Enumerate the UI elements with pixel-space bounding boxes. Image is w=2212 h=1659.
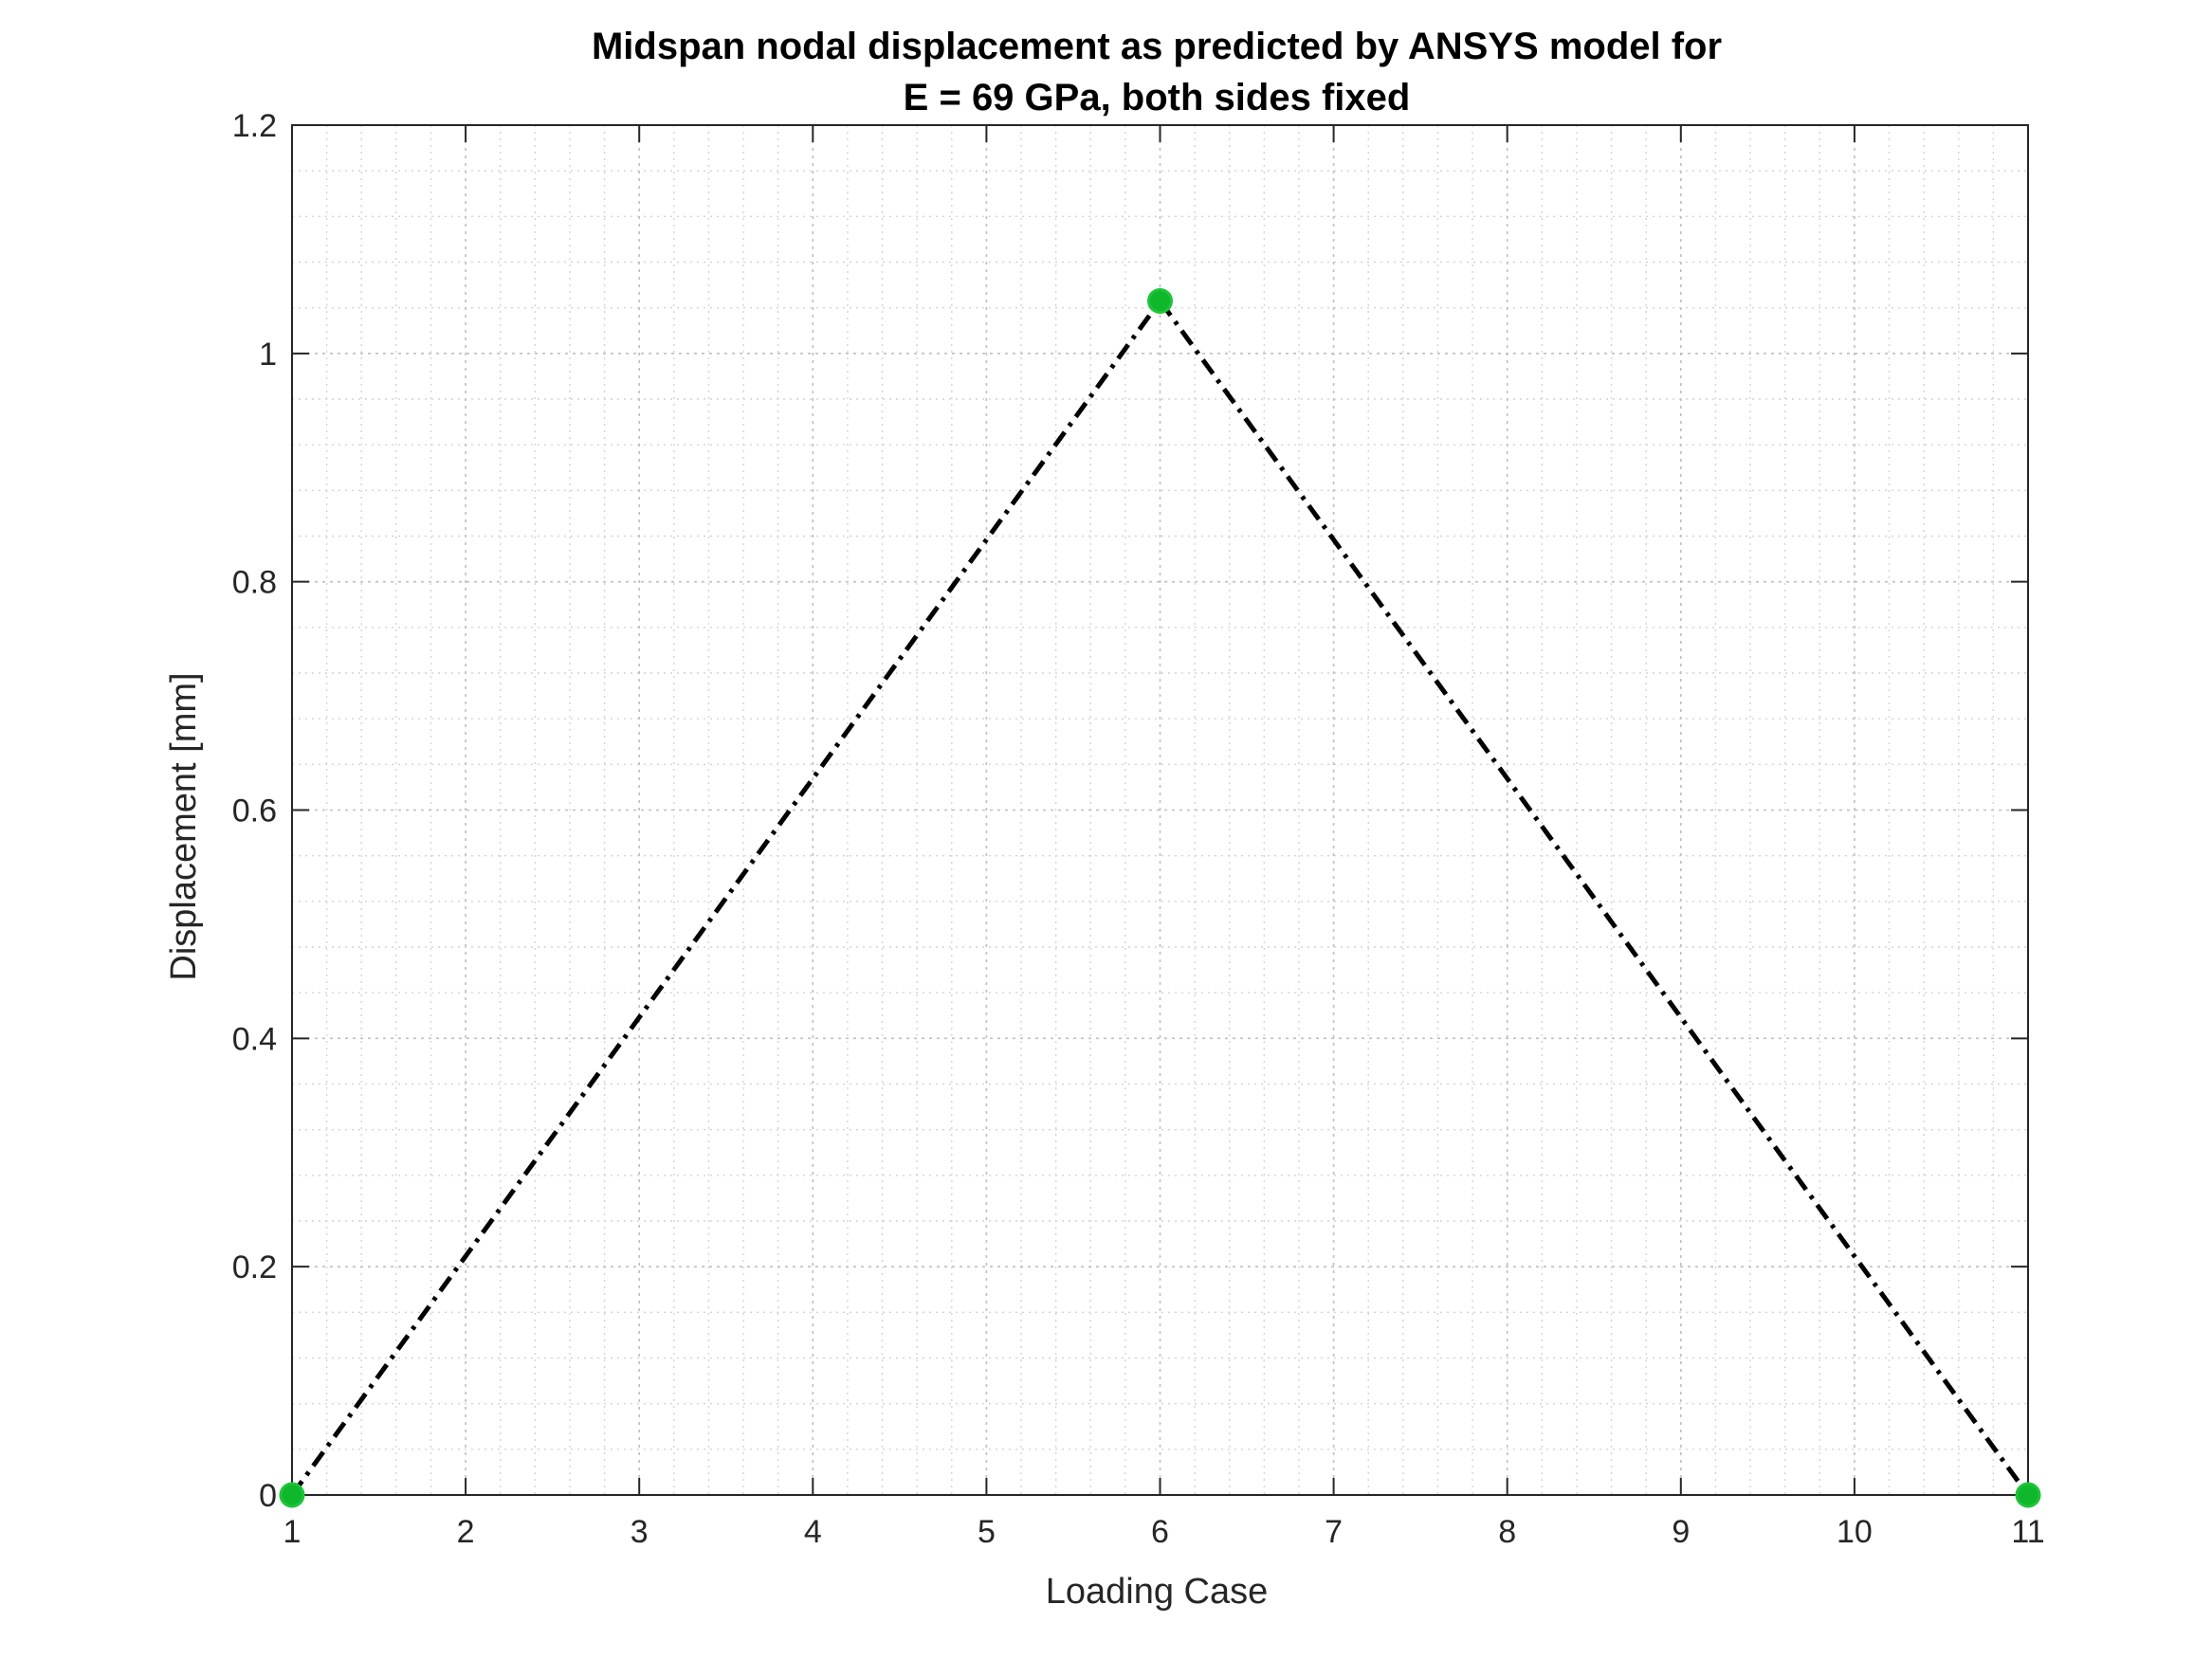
series-lines [289, 298, 2031, 1497]
x-tick-label: 9 [1672, 1514, 1690, 1550]
chart-title-line-1: Midspan nodal displacement as predicted … [592, 26, 1722, 67]
y-tick-label: 0 [259, 1478, 277, 1514]
x-tick-label: 6 [1151, 1514, 1169, 1550]
x-axis-label: Loading Case [1046, 1572, 1269, 1612]
x-tick-label: 8 [1498, 1514, 1516, 1550]
x-tick-label: 11 [2011, 1514, 2044, 1550]
x-tick-label: 3 [631, 1514, 649, 1550]
y-axis-label: Displacement [mm] [164, 672, 204, 980]
data-point-marker [279, 1482, 305, 1508]
data-point-marker [2015, 1482, 2041, 1508]
y-tick-label: 0.4 [232, 1021, 277, 1057]
y-tick-label: 1.2 [232, 108, 277, 144]
series-line [289, 298, 2031, 1497]
y-tick-label: 0.2 [232, 1249, 277, 1285]
axis-ticks [291, 124, 2029, 1496]
y-tick-label: 0.6 [232, 793, 277, 830]
data-point-marker [1147, 287, 1173, 314]
major-grid [292, 125, 2028, 1495]
x-tick-label: 7 [1325, 1514, 1343, 1550]
chart-title-line-2: E = 69 GPa, both sides fixed [904, 77, 1411, 118]
y-axis-tick-labels: 0 0.2 0.4 0.6 0.8 1 1.2 [232, 108, 277, 1514]
y-tick-label: 0.8 [232, 565, 277, 601]
x-axis-tick-labels: 1 2 3 4 5 6 7 8 9 10 11 [283, 1514, 2045, 1550]
x-tick-label: 5 [978, 1514, 996, 1550]
series-markers [279, 287, 2041, 1508]
x-tick-label: 2 [457, 1514, 475, 1550]
x-tick-label: 4 [804, 1514, 822, 1550]
x-tick-label: 1 [283, 1514, 302, 1550]
y-tick-label: 1 [259, 337, 277, 373]
x-tick-label: 10 [1837, 1514, 1873, 1550]
